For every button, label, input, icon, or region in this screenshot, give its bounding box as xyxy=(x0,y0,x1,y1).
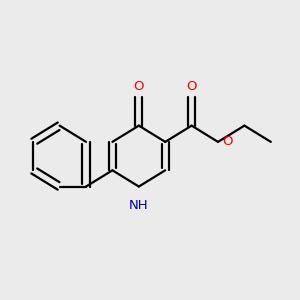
Text: NH: NH xyxy=(129,199,148,212)
Text: O: O xyxy=(186,80,197,93)
Text: O: O xyxy=(134,80,144,93)
Text: O: O xyxy=(222,135,232,148)
